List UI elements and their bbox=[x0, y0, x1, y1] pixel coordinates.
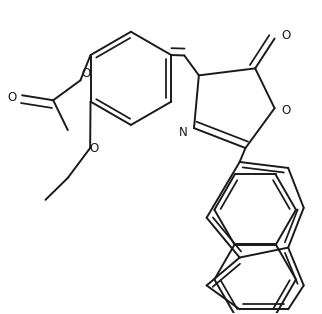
Text: O: O bbox=[281, 104, 291, 117]
Text: O: O bbox=[7, 91, 16, 104]
Text: O: O bbox=[281, 29, 291, 42]
Text: N: N bbox=[178, 126, 187, 138]
Text: O: O bbox=[90, 142, 99, 154]
Text: O: O bbox=[81, 67, 91, 80]
